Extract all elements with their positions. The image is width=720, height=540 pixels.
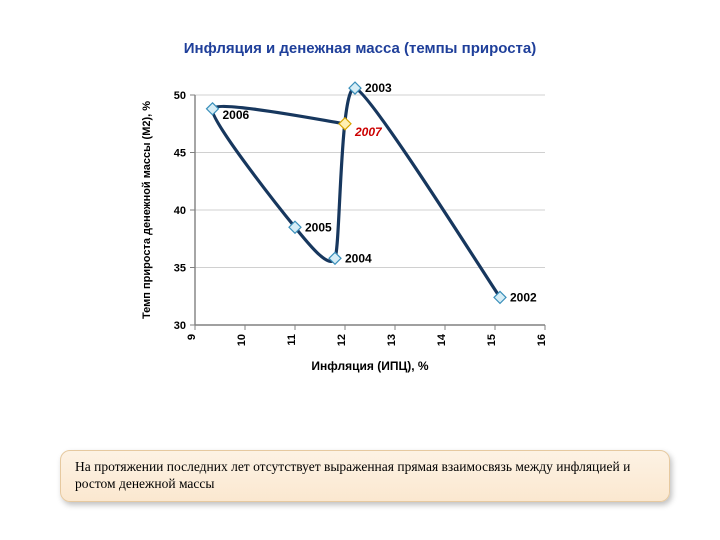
svg-text:14: 14	[436, 333, 448, 346]
chart-container: 30 35 40 45 50 9 10 11 12 13 14 15 16 Инфляция (ИПЦ),…	[130, 75, 590, 395]
data-point-label: 2006	[223, 108, 250, 122]
caption-text: На протяжении последних лет отсутствует …	[75, 459, 630, 491]
data-point-label: 2005	[305, 220, 332, 234]
trend-path	[212, 88, 500, 297]
svg-text:15: 15	[486, 334, 498, 346]
chart-title: Инфляция и денежная масса (темпы прирост…	[0, 40, 720, 57]
svg-text:10: 10	[236, 334, 248, 346]
data-point-label: 2002	[510, 290, 537, 304]
svg-text:11: 11	[286, 334, 298, 346]
caption-box: На протяжении последних лет отсутствует …	[60, 450, 670, 502]
svg-text:Инфляция (ИПЦ), %: Инфляция (ИПЦ), %	[311, 359, 428, 373]
data-point-label: 2004	[345, 251, 372, 265]
data-point-label: 2007	[354, 125, 383, 139]
data-point-label: 2003	[365, 81, 392, 95]
svg-text:13: 13	[386, 334, 398, 346]
svg-text:Темп прироста денежной массы (: Темп прироста денежной массы (М2), %	[141, 101, 153, 319]
data-point	[339, 118, 351, 130]
svg-text:45: 45	[174, 148, 186, 160]
svg-text:50: 50	[174, 90, 186, 102]
chart-svg: 30 35 40 45 50 9 10 11 12 13 14 15 16 Инфляция (ИПЦ),…	[130, 75, 590, 395]
slide-container: { "title": { "text": "Инфляция и денежна…	[0, 0, 720, 540]
svg-text:16: 16	[536, 334, 548, 346]
data-point	[207, 103, 219, 115]
svg-text:35: 35	[174, 263, 186, 275]
svg-text:12: 12	[336, 334, 348, 346]
svg-text:40: 40	[174, 205, 186, 217]
svg-text:30: 30	[174, 320, 186, 332]
svg-text:9: 9	[186, 334, 198, 340]
